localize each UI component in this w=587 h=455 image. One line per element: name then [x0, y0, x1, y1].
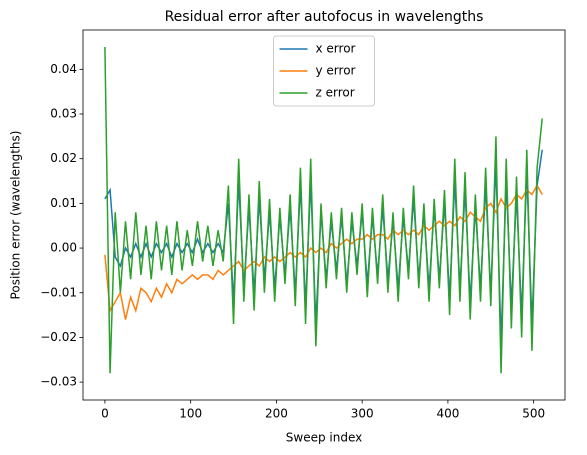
x-tick-label: 200	[265, 407, 288, 421]
y-tick-label: −0.03	[40, 375, 77, 389]
x-tick-label: 400	[436, 407, 459, 421]
y-axis-label: Position error (wavelengths)	[9, 131, 23, 300]
y-tick-label: −0.02	[40, 330, 77, 344]
y-tick-label: −0.01	[40, 285, 77, 299]
chart-title: Residual error after autofocus in wavele…	[165, 9, 484, 25]
x-tick-label: 300	[351, 407, 374, 421]
plot-frame	[82, 29, 566, 401]
legend-label: x error	[316, 42, 356, 56]
y-tick-label: 0.04	[50, 62, 77, 76]
x-tick-label: 0	[101, 407, 109, 421]
series-line	[104, 46, 543, 374]
legend-label: y error	[316, 64, 356, 78]
y-tick-label: 0.00	[50, 241, 77, 255]
legend-label: z error	[316, 86, 355, 100]
legend-box	[273, 35, 375, 107]
y-tick-label: 0.03	[50, 107, 77, 121]
y-tick-label: 0.02	[50, 151, 77, 165]
x-tick-label: 100	[179, 407, 202, 421]
x-tick-label: 500	[522, 407, 545, 421]
y-tick-label: 0.01	[50, 196, 77, 210]
x-axis-label: Sweep index	[286, 431, 362, 445]
